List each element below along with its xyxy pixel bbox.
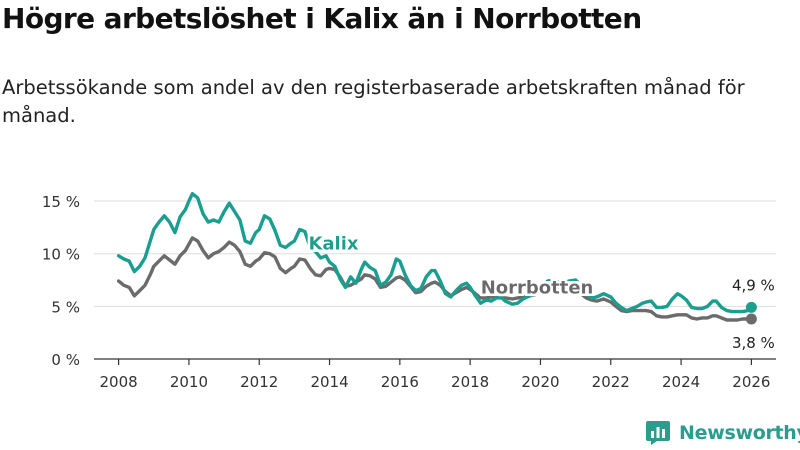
x-tick-label: 2014 bbox=[310, 373, 348, 391]
y-tick-label: 0 % bbox=[51, 351, 80, 369]
newsworthy-logo: Newsworthy bbox=[645, 418, 800, 448]
x-tick-label: 2012 bbox=[240, 373, 278, 391]
x-tick-label: 2010 bbox=[170, 373, 208, 391]
series-line-norrbotten bbox=[116, 236, 754, 322]
series-endpoint-norrbotten bbox=[745, 313, 757, 325]
label-layer: 3,8 % 4,9 % Kalix Norrbotten bbox=[308, 233, 774, 351]
x-tick-label: 2020 bbox=[521, 373, 559, 391]
y-tick-label: 15 % bbox=[42, 193, 80, 211]
x-axis: 2008 2010 2012 2014 2016 2018 2020 2022 2024 2026 bbox=[100, 359, 770, 391]
brand-name: Newsworthy bbox=[679, 422, 800, 444]
x-tick-label: 2016 bbox=[381, 373, 419, 391]
end-value-label-norrbotten: 3,8 % bbox=[732, 334, 775, 352]
x-tick-label: 2008 bbox=[100, 373, 138, 391]
end-value-label-kalix: 4,9 % bbox=[732, 276, 775, 294]
y-tick-label: 5 % bbox=[51, 298, 80, 316]
bar-chart-icon bbox=[646, 421, 670, 445]
x-tick-label: 2018 bbox=[451, 373, 489, 391]
series-line-kalix bbox=[116, 192, 754, 314]
series-endpoint-kalix bbox=[745, 301, 757, 313]
chart-subtitle: Arbetssökande som andel av den registerb… bbox=[2, 76, 745, 127]
series-annotation-kalix: Kalix bbox=[308, 233, 358, 254]
x-tick-label: 2024 bbox=[662, 373, 700, 391]
y-tick-label: 10 % bbox=[42, 246, 80, 264]
series-layer bbox=[116, 192, 757, 325]
chart-title: Högre arbetslöshet i Kalix än i Norrbott… bbox=[2, 2, 642, 35]
series-annotation-norrbotten: Norrbotten bbox=[481, 278, 594, 299]
x-tick-label: 2026 bbox=[732, 373, 770, 391]
x-tick-label: 2022 bbox=[592, 373, 630, 391]
